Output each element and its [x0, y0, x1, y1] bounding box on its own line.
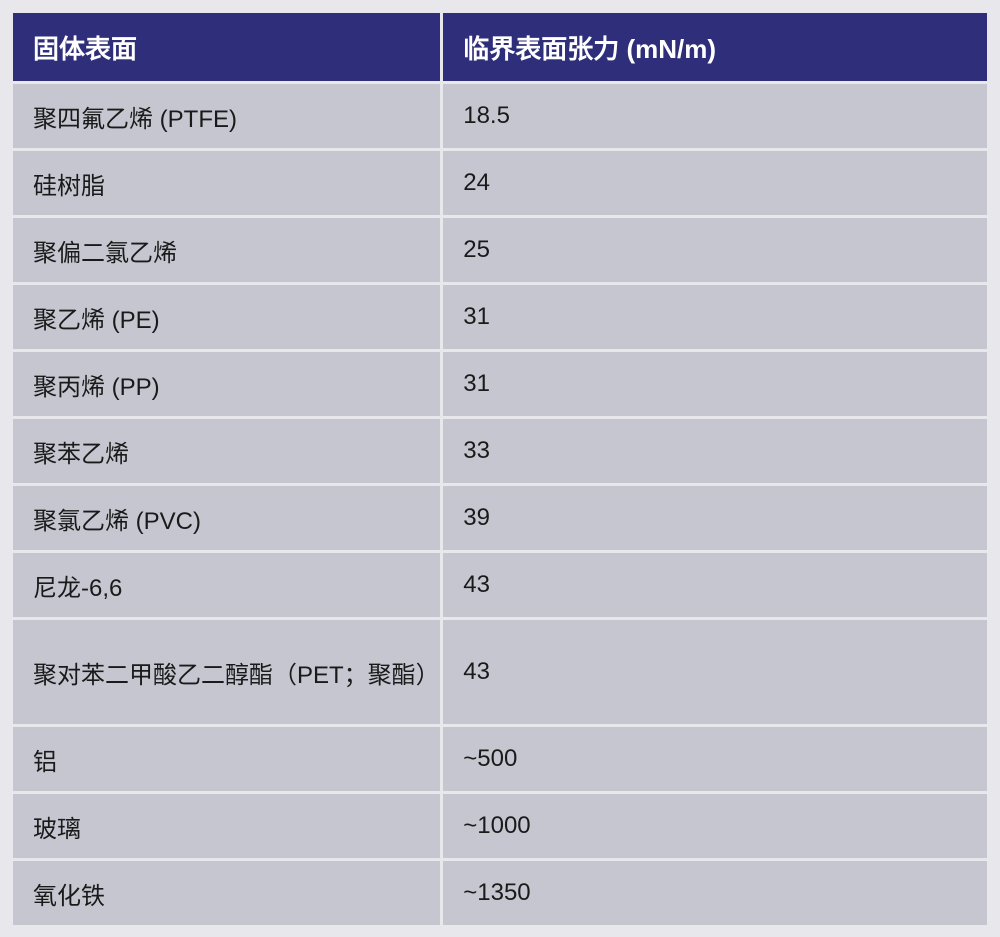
col-header-tension: 临界表面张力 (mN/m) [443, 13, 987, 81]
col-header-surface: 固体表面 [13, 13, 440, 81]
cell-surface: 聚乙烯 (PE) [13, 285, 440, 349]
cell-tension: 43 [443, 620, 987, 724]
cell-surface: 聚氯乙烯 (PVC) [13, 486, 440, 550]
table-row: 聚氯乙烯 (PVC)39 [13, 486, 987, 550]
cell-tension: 18.5 [443, 84, 987, 148]
cell-surface: 聚对苯二甲酸乙二醇酯（PET；聚酯） [13, 620, 440, 724]
cell-surface: 玻璃 [13, 794, 440, 858]
cell-tension: ~1000 [443, 794, 987, 858]
cell-surface: 尼龙-6,6 [13, 553, 440, 617]
cell-surface: 铝 [13, 727, 440, 791]
surface-tension-table: 固体表面 临界表面张力 (mN/m) 聚四氟乙烯 (PTFE)18.5硅树脂24… [10, 10, 990, 928]
cell-tension: 39 [443, 486, 987, 550]
table-row: 氧化铁~1350 [13, 861, 987, 925]
table-row: 尼龙-6,643 [13, 553, 987, 617]
cell-tension: 25 [443, 218, 987, 282]
table-row: 铝~500 [13, 727, 987, 791]
data-table: 固体表面 临界表面张力 (mN/m) 聚四氟乙烯 (PTFE)18.5硅树脂24… [10, 10, 990, 928]
cell-tension: 43 [443, 553, 987, 617]
table-row: 聚四氟乙烯 (PTFE)18.5 [13, 84, 987, 148]
cell-tension: ~500 [443, 727, 987, 791]
cell-surface: 聚偏二氯乙烯 [13, 218, 440, 282]
cell-surface: 聚四氟乙烯 (PTFE) [13, 84, 440, 148]
cell-tension: 31 [443, 352, 987, 416]
cell-tension: ~1350 [443, 861, 987, 925]
table-body: 聚四氟乙烯 (PTFE)18.5硅树脂24聚偏二氯乙烯25聚乙烯 (PE)31聚… [13, 84, 987, 925]
cell-surface: 硅树脂 [13, 151, 440, 215]
table-header-row: 固体表面 临界表面张力 (mN/m) [13, 13, 987, 81]
table-row: 聚偏二氯乙烯25 [13, 218, 987, 282]
table-row: 硅树脂24 [13, 151, 987, 215]
cell-tension: 33 [443, 419, 987, 483]
table-row: 聚丙烯 (PP)31 [13, 352, 987, 416]
cell-surface: 聚苯乙烯 [13, 419, 440, 483]
table-row: 玻璃~1000 [13, 794, 987, 858]
table-row: 聚乙烯 (PE)31 [13, 285, 987, 349]
table-row: 聚苯乙烯33 [13, 419, 987, 483]
cell-surface: 聚丙烯 (PP) [13, 352, 440, 416]
table-row: 聚对苯二甲酸乙二醇酯（PET；聚酯）43 [13, 620, 987, 724]
cell-tension: 24 [443, 151, 987, 215]
cell-surface: 氧化铁 [13, 861, 440, 925]
cell-tension: 31 [443, 285, 987, 349]
